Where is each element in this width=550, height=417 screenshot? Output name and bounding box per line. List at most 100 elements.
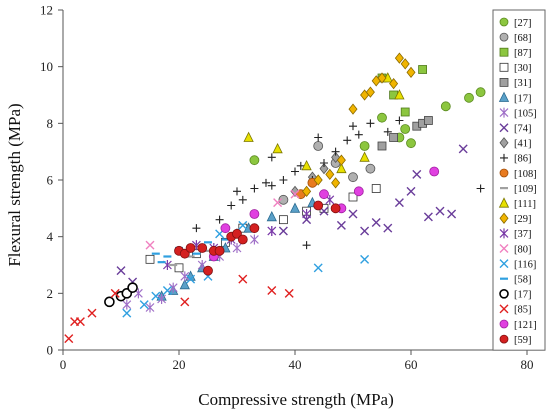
data-point <box>250 184 259 193</box>
data-point <box>353 186 364 197</box>
data-point <box>336 154 346 166</box>
series <box>377 65 428 117</box>
data-point <box>145 240 155 250</box>
data-point <box>214 245 225 256</box>
data-point <box>343 136 352 145</box>
data-point <box>406 186 416 196</box>
data-point <box>360 226 370 236</box>
data-point <box>215 215 224 224</box>
data-point <box>238 274 248 284</box>
data-point <box>348 192 358 202</box>
data-point <box>279 176 288 184</box>
data-point <box>440 101 451 112</box>
data-point <box>174 263 184 273</box>
data-point <box>371 218 381 227</box>
data-point <box>291 167 299 176</box>
data-point <box>267 181 276 190</box>
axes: 0 20 40 60 80 0 2 4 6 8 10 12 <box>40 3 534 373</box>
data-point <box>267 226 277 236</box>
legend-marker <box>499 17 509 27</box>
legend-marker <box>499 107 509 118</box>
data-point <box>365 163 376 174</box>
data-point <box>186 274 196 284</box>
data-point <box>475 87 486 98</box>
data-point <box>203 265 213 276</box>
legend-marker <box>498 91 510 102</box>
y-tick-label: 2 <box>47 286 54 301</box>
data-point <box>348 103 358 115</box>
data-point <box>348 209 358 219</box>
data-point <box>313 263 323 273</box>
series <box>208 166 440 262</box>
data-point <box>122 299 132 310</box>
legend-label: [58] <box>514 275 532 286</box>
data-point <box>220 223 231 234</box>
data-point <box>395 116 404 125</box>
data-point <box>87 308 97 318</box>
legend-label: [29] <box>514 214 532 225</box>
legend-marker <box>499 228 509 239</box>
legend-label: [37] <box>514 229 532 240</box>
data-point <box>179 248 190 259</box>
data-point <box>371 184 381 193</box>
legend-marker <box>499 304 509 314</box>
legend-label: [116] <box>514 259 536 270</box>
series <box>377 116 433 151</box>
legend-marker <box>499 137 509 149</box>
data-point <box>249 223 260 234</box>
legend-marker <box>499 259 509 269</box>
data-point <box>406 66 416 78</box>
data-point <box>313 174 323 186</box>
legend-label: [87] <box>514 48 532 59</box>
series <box>145 189 300 250</box>
data-point <box>267 153 276 162</box>
data-point <box>289 202 301 213</box>
legend-marker <box>499 123 509 133</box>
legend-label: [31] <box>514 78 532 89</box>
data-point <box>319 189 329 200</box>
data-point <box>168 282 178 293</box>
legend-label: [108] <box>514 169 537 180</box>
legend-label: [17] <box>514 93 532 104</box>
data-point <box>180 297 190 307</box>
legend-marker <box>499 244 509 253</box>
data-point <box>145 302 155 313</box>
data-point <box>267 286 277 295</box>
data-point <box>145 254 155 264</box>
y-tick-label: 8 <box>47 116 54 131</box>
x-tick-label: 80 <box>521 357 534 372</box>
data-point <box>377 141 387 151</box>
data-point <box>104 296 115 308</box>
data-point <box>64 334 74 344</box>
data-point <box>320 159 328 167</box>
data-point <box>290 189 300 199</box>
data-point <box>157 294 167 304</box>
data-point <box>325 168 335 180</box>
data-point <box>429 166 440 177</box>
data-point <box>389 78 399 90</box>
legend-label: [59] <box>514 335 532 346</box>
legend-marker <box>499 78 509 87</box>
data-point <box>476 184 485 193</box>
legend-label: [105] <box>514 108 537 119</box>
data-point <box>249 209 260 219</box>
data-point <box>331 147 340 156</box>
legend-marker <box>499 168 509 178</box>
data-point <box>162 286 172 295</box>
legend-marker <box>499 32 509 42</box>
series <box>243 72 405 174</box>
data-point <box>412 169 422 179</box>
data-point <box>360 254 370 264</box>
legend-label: [68] <box>514 33 532 44</box>
data-point <box>406 138 416 149</box>
legend-label: [80] <box>514 244 532 255</box>
data-point <box>400 58 410 70</box>
data-point <box>185 270 196 281</box>
legend-marker <box>499 334 509 344</box>
y-tick-label: 4 <box>47 229 54 244</box>
data-point <box>302 241 311 250</box>
data-point <box>185 243 196 253</box>
data-point <box>237 234 248 245</box>
data-point <box>302 209 312 219</box>
